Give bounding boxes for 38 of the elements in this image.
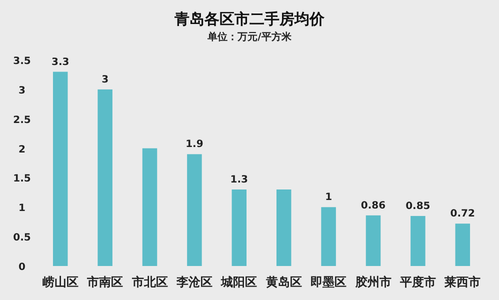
x-tick-label: 李沧区 [175,275,212,289]
y-tick-label: 3 [18,85,26,96]
bar [52,72,68,266]
data-label: 0.86 [360,200,386,212]
bar [232,189,247,266]
data-label: 0.85 [406,200,430,212]
y-tick-label: 3.5 [13,56,31,67]
x-tick-label: 胶州市 [354,275,392,289]
data-label: 0.72 [450,208,476,220]
bar [98,89,112,266]
bar [142,148,158,266]
data-label: 3.3 [51,56,70,68]
chart-title: 青岛各区市二手房均价 [174,10,326,28]
y-tick-label: 2.5 [13,114,31,126]
data-label: 1 [325,192,332,204]
x-tick-label: 市北区 [130,275,168,289]
bar [366,215,381,266]
x-tick-label: 黄岛区 [264,275,302,289]
y-tick-label: 1.5 [13,174,31,185]
x-tick-label: 城阳区 [220,275,258,289]
y-tick-label: 0 [18,262,26,273]
y-tick-label: 2 [18,144,26,156]
x-tick-label: 即墨区 [310,275,347,289]
x-tick-label: 市南区 [86,275,124,289]
bar [321,207,336,266]
data-label: 1.9 [186,139,204,150]
bar [187,154,202,266]
x-tick-label: 崂山区 [42,275,78,289]
y-tick-label: 0.5 [13,232,31,244]
bar [455,224,470,266]
x-tick-label: 莱西市 [444,275,481,289]
data-label: 1.3 [230,174,248,186]
x-tick-label: 平度市 [398,275,436,289]
y-tick-label: 1 [18,203,26,214]
chart-subtitle: 单位：万元/平方米 [206,31,292,43]
bar [410,216,426,266]
bar [276,189,292,266]
data-label: 3 [102,74,109,86]
